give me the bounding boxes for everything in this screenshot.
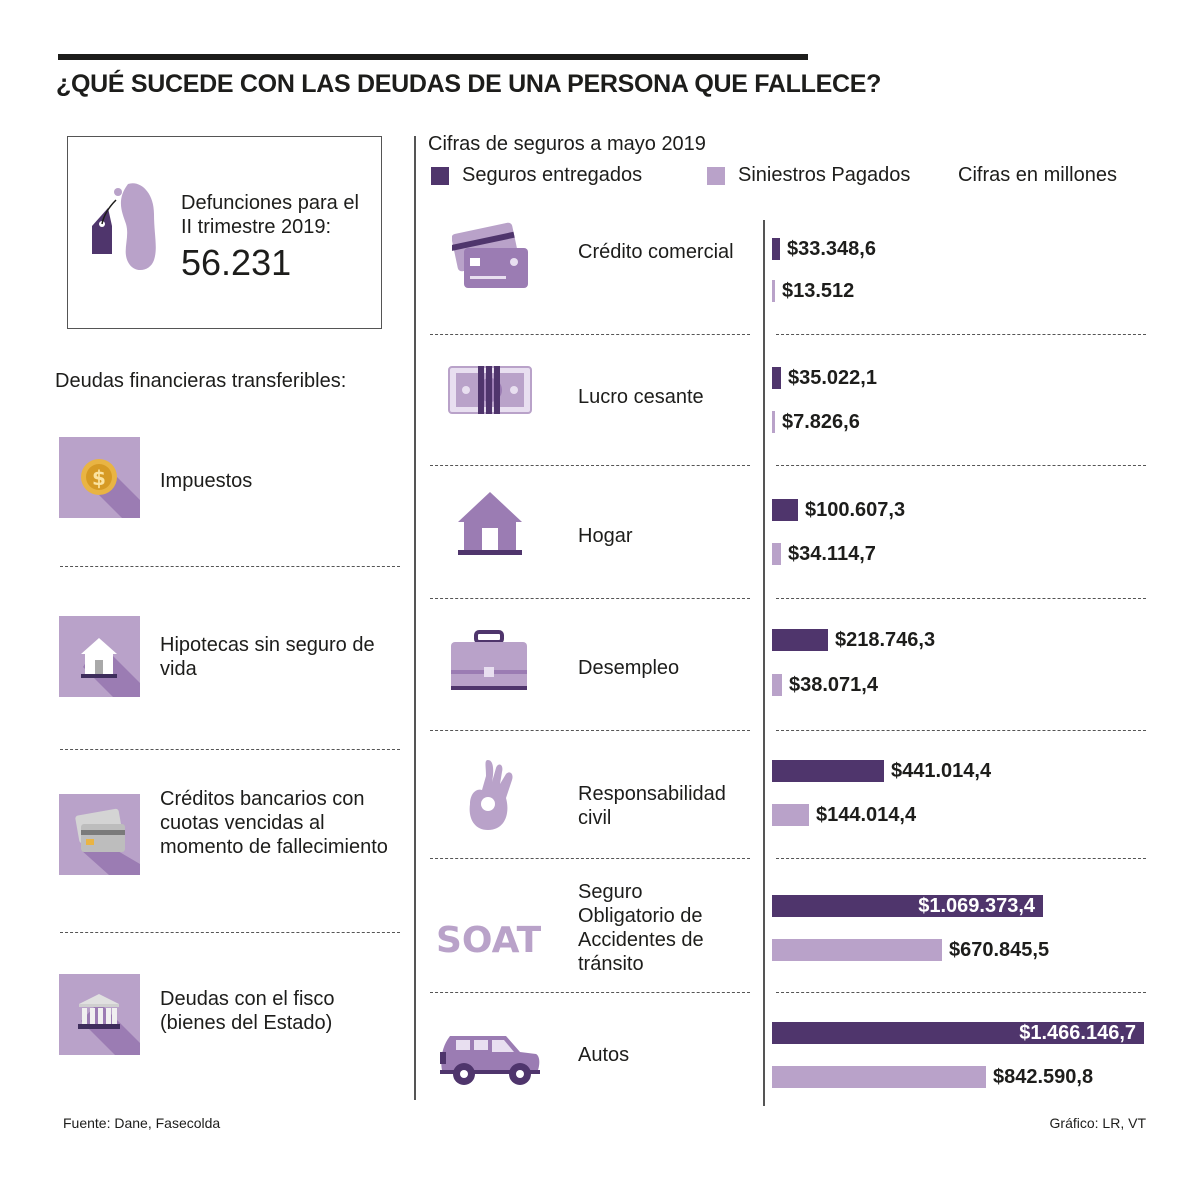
value-label-siniestros-1: $7.826,6 xyxy=(782,411,860,433)
chart-title: Cifras de seguros a mayo 2019 xyxy=(428,133,706,155)
divider xyxy=(430,598,750,599)
tile-background xyxy=(59,616,140,697)
tile-background xyxy=(59,794,140,875)
category-label-lucro-cesante: Lucro cesante xyxy=(578,386,704,408)
ok-hand-icon xyxy=(469,760,513,830)
soat-logo-icon: SOAT xyxy=(436,920,542,956)
value-label-siniestros-0: $13.512 xyxy=(782,280,855,302)
infographic-title: ¿QUÉ SUCEDE CON LAS DEUDAS DE UNA PERSON… xyxy=(56,70,882,98)
transferable-debts-heading: Deudas financieras transferibles: xyxy=(55,370,347,392)
value-label-seguros-3: $218.746,3 xyxy=(835,629,936,651)
category-label-soat: Seguro Obligatorio de Accidentes de trán… xyxy=(578,881,704,975)
credit-note: Gráfico: LR, VT xyxy=(1049,1115,1146,1131)
tile-background xyxy=(59,974,140,1055)
money-icon xyxy=(448,366,532,414)
category-label-hogar: Hogar xyxy=(578,525,633,547)
bar-seguros-3 xyxy=(772,629,828,651)
credit-card-icon xyxy=(75,808,140,875)
value-label-siniestros-3: $38.071,4 xyxy=(789,674,878,696)
value-label-seguros-0: $33.348,6 xyxy=(787,238,876,260)
value-label-seguros-2: $100.607,3 xyxy=(805,499,906,521)
legend-label-seguros: Seguros entregados xyxy=(462,164,643,186)
value-label-siniestros-5: $670.845,5 xyxy=(949,939,1050,961)
bar-seguros-0 xyxy=(772,238,780,260)
house-icon xyxy=(81,638,140,697)
divider xyxy=(776,730,1146,731)
top-rule xyxy=(58,54,808,60)
divider xyxy=(60,566,400,567)
debt-label: Créditos bancarios con cuotas vencidas a… xyxy=(160,788,388,858)
units-note: Cifras en millones xyxy=(958,164,1117,186)
column-separator xyxy=(414,136,416,1100)
svg-text:SOAT: SOAT xyxy=(436,920,542,956)
bar-siniestros-5 xyxy=(772,939,942,961)
divider xyxy=(776,465,1146,466)
bar-siniestros-2 xyxy=(772,543,781,565)
divider xyxy=(776,598,1146,599)
bar-siniestros-1 xyxy=(772,411,775,433)
briefcase-icon xyxy=(451,630,527,690)
coin-icon: $ xyxy=(81,459,140,518)
value-label-seguros-4: $441.014,4 xyxy=(891,760,992,782)
bar-axis-line xyxy=(763,220,765,1106)
source-note: Fuente: Dane, Fasecolda xyxy=(63,1115,221,1131)
credit-card-icon xyxy=(452,222,528,288)
divider xyxy=(430,858,750,859)
legend-swatch-seguros xyxy=(431,167,449,185)
value-label-seguros-6: $1.466.146,7 xyxy=(1019,1022,1136,1044)
bar-siniestros-0 xyxy=(772,280,775,302)
bar-seguros-4 xyxy=(772,760,884,782)
value-label-siniestros-4: $144.014,4 xyxy=(816,804,917,826)
foot-tag-icon xyxy=(92,183,156,271)
legend-label-siniestros: Siniestros Pagados xyxy=(738,164,911,186)
divider xyxy=(776,858,1146,859)
house-icon xyxy=(458,492,522,555)
category-label-responsabilidad-civil: Responsabilidad civil xyxy=(578,783,726,829)
divider xyxy=(430,730,750,731)
deaths-stat-value: 56.231 xyxy=(181,242,292,283)
category-label-autos: Autos xyxy=(578,1044,630,1066)
debt-label: Hipotecas sin seguro de vida xyxy=(160,634,375,680)
legend-swatch-siniestros xyxy=(707,167,725,185)
value-label-seguros-5: $1.069.373,4 xyxy=(918,895,1035,917)
svg-text:$: $ xyxy=(92,466,106,490)
divider xyxy=(60,749,400,750)
category-label-desempleo: Desempleo xyxy=(578,657,680,679)
deaths-stat-box xyxy=(67,136,382,329)
value-label-siniestros-6: $842.590,8 xyxy=(993,1066,1094,1088)
bar-siniestros-3 xyxy=(772,674,782,696)
bar-seguros-2 xyxy=(772,499,798,521)
car-icon xyxy=(440,1036,540,1085)
divider xyxy=(430,334,750,335)
bar-seguros-6 xyxy=(772,1022,1144,1044)
bar-siniestros-6 xyxy=(772,1066,986,1088)
divider xyxy=(776,334,1146,335)
bank-icon xyxy=(78,994,140,1055)
value-label-seguros-1: $35.022,1 xyxy=(788,367,877,389)
divider xyxy=(430,465,750,466)
divider xyxy=(776,992,1146,993)
bar-siniestros-4 xyxy=(772,804,809,826)
divider xyxy=(430,992,750,993)
bar-seguros-5 xyxy=(772,895,1043,917)
bar-seguros-1 xyxy=(772,367,781,389)
value-label-siniestros-2: $34.114,7 xyxy=(788,543,876,565)
divider xyxy=(60,932,400,933)
debt-label: Impuestos xyxy=(160,470,253,492)
category-label-credito-comercial: Crédito comercial xyxy=(578,241,734,263)
tile-background: $ xyxy=(59,437,140,518)
debt-label: Deudas con el fisco (bienes del Estado) xyxy=(160,988,335,1034)
deaths-stat-label: Defunciones para el II trimestre 2019: xyxy=(181,192,359,238)
